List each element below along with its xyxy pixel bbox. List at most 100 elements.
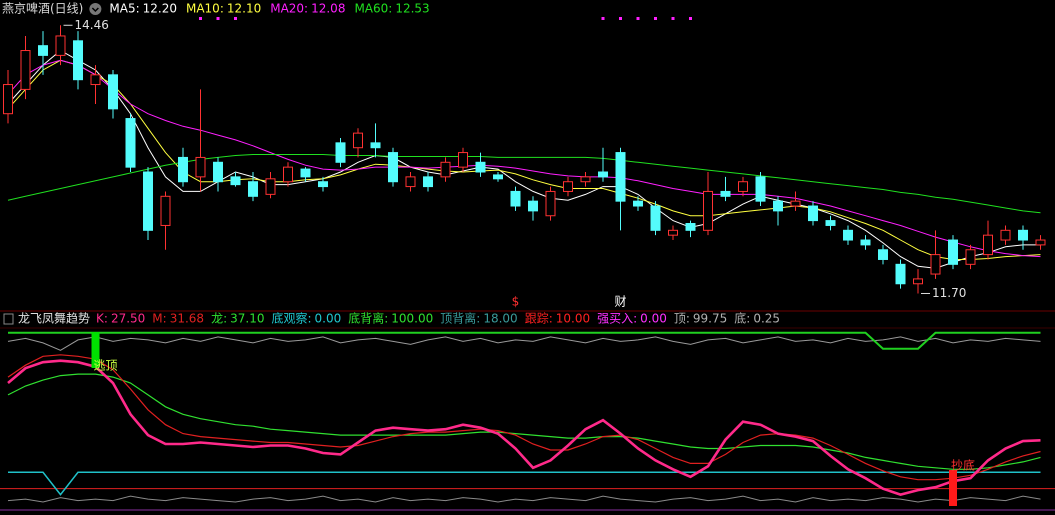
candle-body — [580, 176, 591, 183]
candle-body — [248, 181, 258, 197]
candle-body — [440, 161, 451, 178]
series-line — [7, 495, 1041, 503]
signal-dot — [234, 17, 237, 20]
readout-value: 10.00 — [556, 312, 590, 326]
candle-body — [860, 239, 871, 246]
candle-body — [423, 176, 433, 188]
candle-body — [913, 278, 923, 285]
candle-body — [73, 40, 83, 81]
candle-body — [38, 45, 48, 56]
candle-body — [790, 200, 801, 207]
readout-value: 100.00 — [391, 312, 433, 326]
candle-body — [283, 166, 293, 183]
legend-label: 龙: — [211, 312, 227, 326]
readout-value: 0.00 — [640, 312, 667, 326]
candle-body — [703, 190, 713, 231]
candle-body — [825, 220, 836, 226]
series-line — [7, 49, 1041, 269]
panel-title: 龙飞凤舞趋势 — [18, 312, 90, 326]
candle-body — [318, 181, 328, 188]
candle-body — [773, 200, 783, 212]
readout-label: 底背离: — [348, 311, 388, 326]
legend-value: 12.20 — [143, 2, 177, 16]
candle-body — [685, 223, 696, 231]
event-marker: 财 — [614, 295, 626, 309]
price-panel: 14.46 11.70 $ 财 燕京啤酒(日线) MA5: 12.20 MA10: 12.10 M… — [2, 1, 1046, 309]
legend-label: MA10: — [186, 2, 224, 16]
signal-dot — [216, 17, 220, 20]
candle-body — [895, 263, 906, 285]
candle-body — [510, 190, 521, 207]
candle-body — [230, 176, 241, 186]
candle-body — [755, 176, 766, 202]
candle-body — [300, 168, 311, 178]
candle-body — [948, 239, 958, 265]
legend-value: 12.10 — [227, 2, 261, 16]
candle-body — [738, 181, 748, 192]
candle-body — [458, 152, 468, 168]
candle-body — [930, 254, 941, 275]
legend-value: 27.50 — [111, 312, 145, 326]
candle-body — [1018, 229, 1028, 241]
candle-body — [370, 142, 381, 149]
candle-body — [90, 74, 101, 86]
series-line — [8, 331, 1041, 350]
candle-body — [195, 156, 206, 178]
signal-dot — [199, 17, 202, 20]
legend-label: MA60: — [354, 2, 392, 16]
candle-body — [475, 161, 486, 173]
signal-bar — [91, 332, 100, 368]
candle-body — [1000, 229, 1011, 241]
series-line — [7, 336, 1041, 351]
legend-label: M: — [152, 312, 166, 326]
candle-body — [615, 152, 626, 202]
candle-body — [598, 171, 608, 178]
signal-dot — [689, 17, 692, 20]
candle-body — [878, 249, 888, 260]
readout-label: 跟踪: — [525, 312, 553, 326]
candle-body — [1035, 239, 1046, 246]
legend-label: MA20: — [270, 2, 308, 16]
signal-dot — [601, 17, 605, 20]
candle-body — [983, 234, 993, 256]
candle-body — [55, 35, 66, 56]
readout-label: 强买入: — [597, 312, 637, 326]
candle-body — [843, 229, 853, 241]
toggle-icon-glyph — [91, 7, 99, 13]
legend-label: MA5: — [109, 2, 139, 16]
signal-label: 抄底 — [951, 458, 975, 473]
candle-body — [3, 84, 13, 115]
series-line — [7, 359, 1041, 496]
readout-value: 99.75 — [693, 312, 727, 326]
toggle-icon — [89, 3, 102, 15]
legend-value: 37.10 — [230, 312, 264, 326]
readout-label: 底观察: — [271, 311, 311, 326]
readout-value: 0.25 — [753, 312, 780, 326]
series-line — [8, 471, 1041, 496]
readout-label: 底: — [734, 311, 750, 326]
series-line — [7, 373, 1041, 470]
readout-label: 顶: — [674, 312, 690, 326]
candle-body — [143, 171, 153, 231]
panel-icon — [3, 313, 14, 325]
candle-body — [965, 249, 976, 265]
signal-dot — [654, 17, 657, 20]
signal-dot — [671, 17, 675, 20]
event-marker: $ — [512, 295, 520, 309]
candle-body — [545, 190, 556, 217]
readout-value: 0.00 — [315, 312, 342, 326]
candle-body — [335, 142, 346, 163]
legend-label: K: — [96, 312, 108, 326]
candle-body — [125, 118, 136, 168]
signal-label: 逃顶 — [94, 359, 118, 373]
candle-body — [353, 132, 363, 149]
candle-body — [633, 200, 643, 207]
candle-body — [808, 205, 818, 222]
readout-label: 顶背离: — [440, 311, 480, 326]
candle-body — [563, 181, 573, 192]
legend-value: 12.53 — [395, 2, 429, 16]
